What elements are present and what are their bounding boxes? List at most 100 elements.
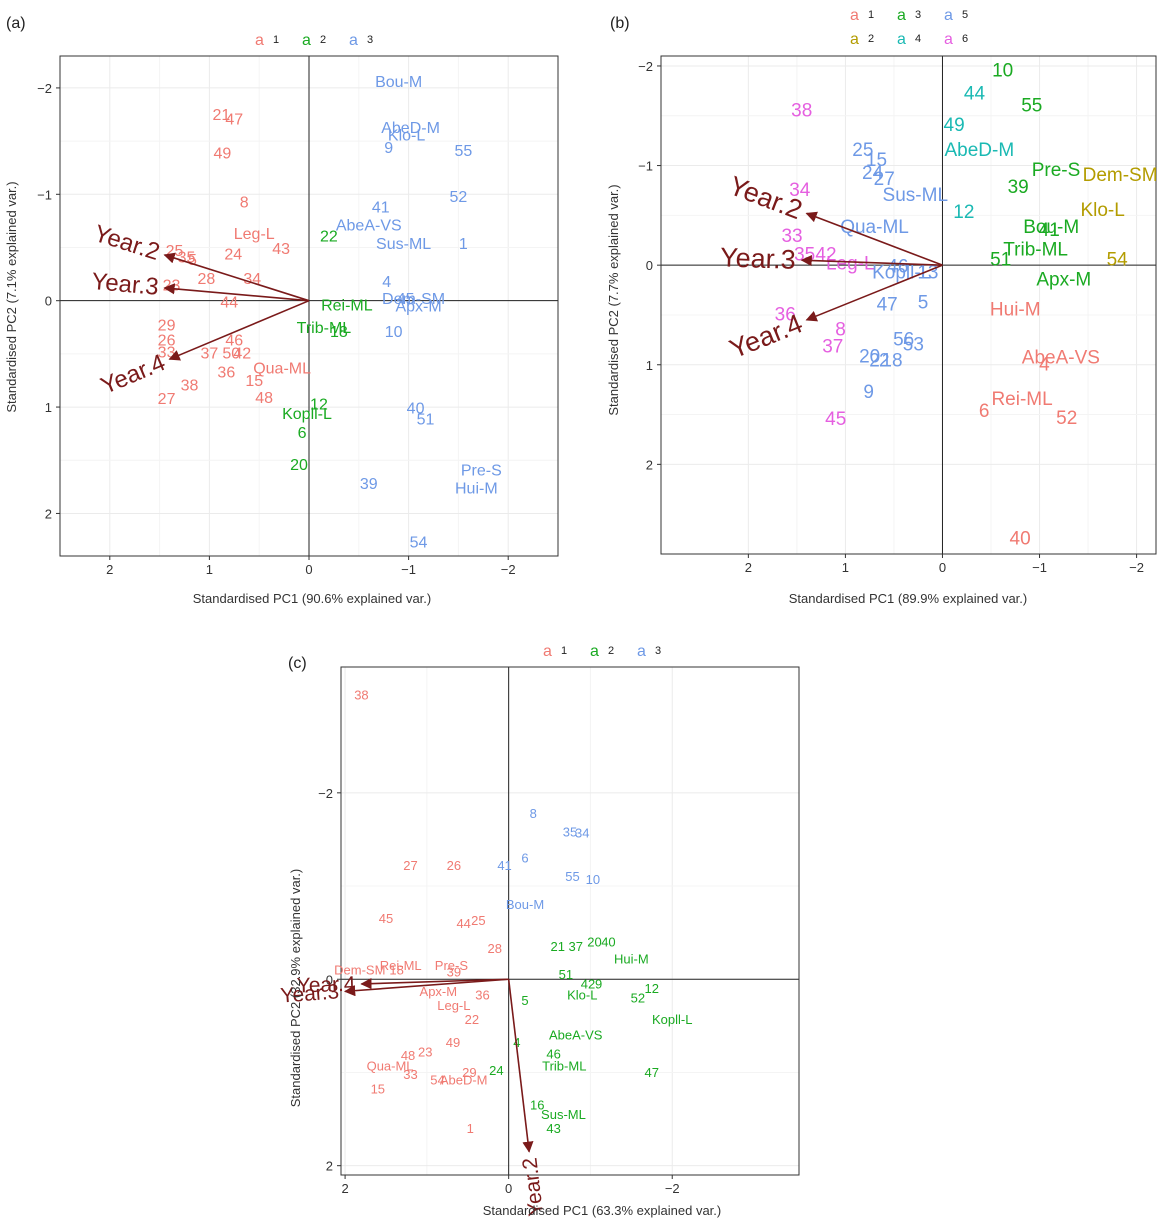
point-label: 34 xyxy=(789,180,811,201)
x-tick-label: 0 xyxy=(305,562,312,577)
legend-label: 3 xyxy=(655,645,661,657)
point-label: 43 xyxy=(546,1121,560,1136)
point-label: 28 xyxy=(198,271,216,288)
point-label: 24 xyxy=(224,246,242,263)
point-label: Klo-L xyxy=(1080,200,1124,221)
point-label: 27 xyxy=(874,169,895,190)
point-label: 36 xyxy=(475,988,489,1003)
point-label: 55 xyxy=(1021,95,1042,116)
plot-border xyxy=(340,666,800,1176)
x-tick-label: −1 xyxy=(401,562,416,577)
point-label: 35 xyxy=(794,245,815,266)
point-label: 2 xyxy=(869,350,880,371)
x-tick-label: −2 xyxy=(665,1181,680,1196)
x-tick-label: 0 xyxy=(505,1181,512,1196)
point-label: 45 xyxy=(379,911,393,926)
y-tick-label: −1 xyxy=(37,187,52,202)
point-label: 22 xyxy=(320,228,338,245)
point-label: Rei-ML xyxy=(380,958,422,973)
point-label: 52 xyxy=(631,990,645,1005)
point-label: 25 xyxy=(852,140,873,161)
point-label: 5 xyxy=(918,293,929,314)
point-label: 6 xyxy=(298,425,307,442)
point-label: Qua-ML xyxy=(840,217,909,238)
legend-key: a xyxy=(944,31,953,48)
point-label: 18 xyxy=(881,350,902,371)
plot-background xyxy=(341,667,799,1175)
point-label: Rei-ML xyxy=(321,298,373,315)
legend-label: 2 xyxy=(608,645,614,657)
legend-label: 4 xyxy=(915,33,921,45)
y-tick-label: 2 xyxy=(646,457,653,472)
point-label: Pre-S xyxy=(461,462,502,479)
point-label: 33 xyxy=(781,226,802,247)
point-label: 21 xyxy=(212,107,230,124)
point-label: 33 xyxy=(403,1067,417,1082)
point-label: 40 xyxy=(601,934,615,949)
panel-label-c: (c) xyxy=(288,655,307,672)
point-label: 44 xyxy=(220,294,238,311)
point-label: 49 xyxy=(446,1035,460,1050)
panel-label-a: (a) xyxy=(6,15,26,32)
loading-arrow xyxy=(805,264,943,322)
legend-label: 1 xyxy=(273,34,279,46)
y-tick-label: 0 xyxy=(326,972,333,987)
point-label: Sus-ML xyxy=(541,1107,586,1122)
x-axis-title-a: Standardised PC1 (90.6% explained var.) xyxy=(193,591,431,606)
point-label: 15 xyxy=(866,150,887,171)
point-label: Klo-L xyxy=(388,127,425,144)
point-label: 43 xyxy=(272,241,290,258)
point-label: 49 xyxy=(944,115,965,136)
loading-arrow xyxy=(168,299,310,361)
point-label: Apx-M xyxy=(1036,270,1091,291)
point-label: 48 xyxy=(401,1048,415,1063)
point-label: 40 xyxy=(1010,529,1031,550)
legend-key: a xyxy=(255,32,264,49)
y-tick-label: 0 xyxy=(646,258,653,273)
legend-key: a xyxy=(897,7,906,24)
point-label: Bou-M xyxy=(375,74,422,91)
point-label: 16 xyxy=(530,1098,544,1113)
point-label: 52 xyxy=(1056,408,1077,429)
point-label: 46 xyxy=(887,257,908,278)
point-label: AbeD-M xyxy=(945,140,1015,161)
point-label: 13 xyxy=(917,263,938,284)
y-tick-label: 1 xyxy=(646,358,653,373)
legend-label: 2 xyxy=(320,34,326,46)
arrow-label: Year.3 xyxy=(90,268,159,301)
point-label: 41 xyxy=(497,858,511,873)
point-label: 12 xyxy=(310,396,328,413)
legend-key: a xyxy=(850,7,859,24)
point-label: 46 xyxy=(225,333,243,350)
y-tick-label: −1 xyxy=(638,159,653,174)
point-label: 39 xyxy=(447,964,461,979)
point-label: 35 xyxy=(563,824,577,839)
point-label: 6 xyxy=(979,401,990,422)
loading-arrow xyxy=(163,252,310,302)
point-label: 45 xyxy=(825,409,846,430)
x-tick-label: 0 xyxy=(939,560,946,575)
x-tick-label: −2 xyxy=(1129,560,1144,575)
legend-key: a xyxy=(637,643,646,660)
panel-b: (b) a 1 a 3 a 5a 2 a 4 a 6 2 1 0 −1 −2−2−101210445549A… xyxy=(606,7,1158,606)
point-label: 12 xyxy=(953,202,974,223)
point-label: 24 xyxy=(862,163,884,184)
point-label: Trib-ML xyxy=(542,1058,586,1073)
point-label: Dem-SM xyxy=(334,962,385,977)
legend-key: a xyxy=(302,32,311,49)
point-label: AbeA-VS xyxy=(336,218,402,235)
x-tick-label: 2 xyxy=(341,1181,348,1196)
point-label: 27 xyxy=(158,391,176,408)
point-label: Klo-L xyxy=(567,988,597,1003)
point-label: Apx-M xyxy=(420,984,458,999)
point-label: 20 xyxy=(290,457,308,474)
point-label: Leg-L xyxy=(437,998,470,1013)
x-tick-label: 1 xyxy=(842,560,849,575)
point-label: 53 xyxy=(903,334,924,355)
point-label: 54 xyxy=(430,1072,444,1087)
point-label: 23 xyxy=(163,277,181,294)
point-label: 8 xyxy=(240,194,249,211)
